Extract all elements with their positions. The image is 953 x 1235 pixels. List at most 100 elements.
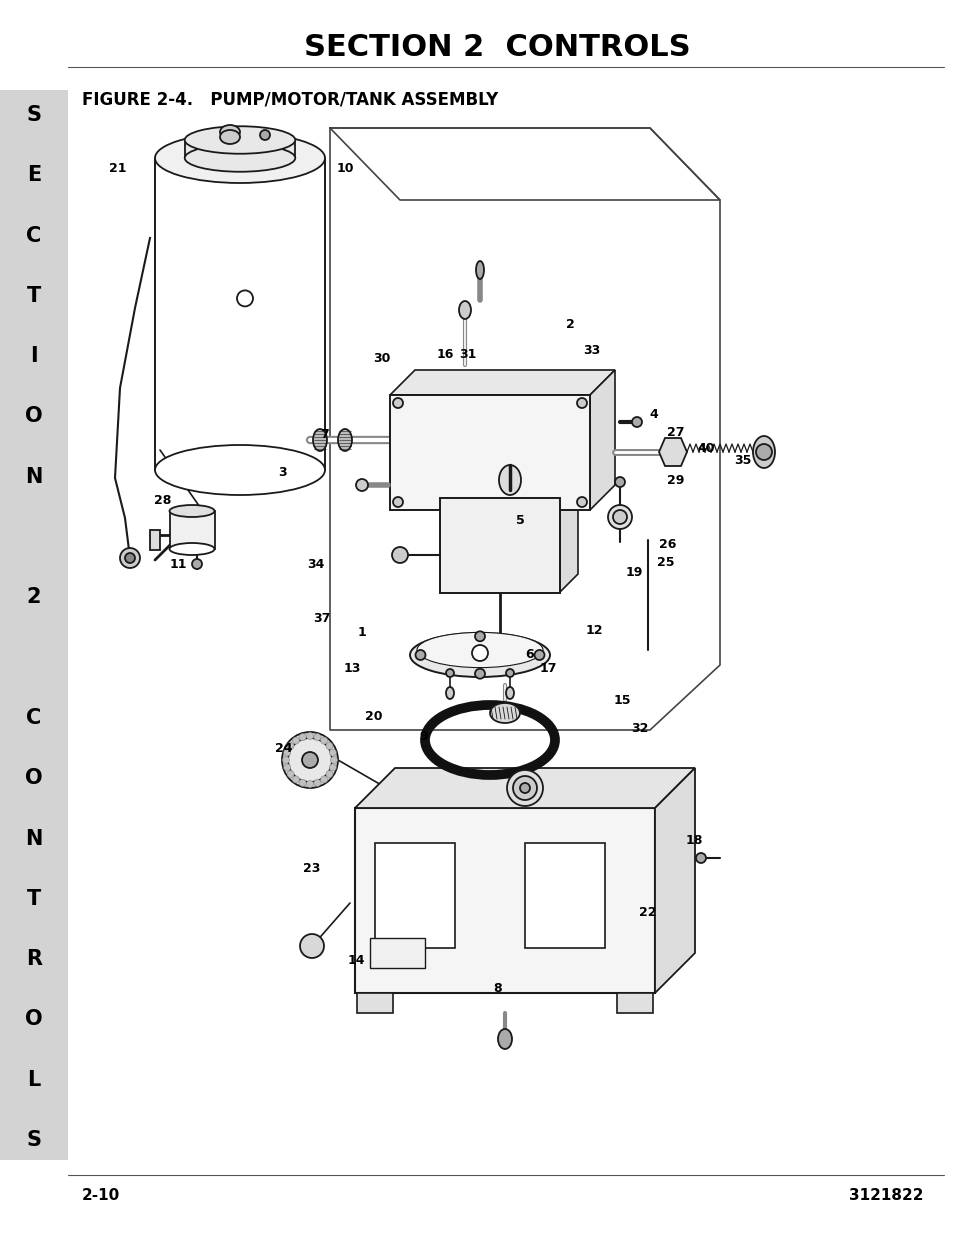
Ellipse shape: [220, 130, 240, 144]
Ellipse shape: [498, 466, 520, 495]
Circle shape: [320, 776, 327, 783]
Ellipse shape: [220, 125, 240, 140]
Circle shape: [287, 742, 294, 750]
Text: 30: 30: [373, 352, 391, 364]
Circle shape: [120, 548, 140, 568]
Circle shape: [329, 764, 336, 771]
Text: 13: 13: [343, 662, 360, 674]
Circle shape: [236, 290, 253, 306]
Text: 34: 34: [307, 558, 324, 572]
Text: R: R: [26, 950, 42, 969]
Text: O: O: [25, 406, 43, 426]
Ellipse shape: [497, 1029, 512, 1049]
Text: T: T: [27, 889, 41, 909]
Circle shape: [505, 669, 514, 677]
Circle shape: [292, 737, 299, 743]
Text: 10: 10: [335, 162, 354, 174]
Circle shape: [343, 436, 351, 445]
Circle shape: [696, 853, 705, 863]
Bar: [170, 511, 214, 550]
Text: 22: 22: [639, 905, 656, 919]
Ellipse shape: [446, 687, 454, 699]
Circle shape: [355, 479, 368, 492]
Circle shape: [282, 757, 289, 763]
Circle shape: [613, 510, 626, 524]
Text: 7: 7: [320, 429, 329, 441]
Text: 2-10: 2-10: [82, 1188, 120, 1203]
Ellipse shape: [185, 126, 294, 153]
Circle shape: [282, 732, 337, 788]
Ellipse shape: [313, 429, 327, 451]
Ellipse shape: [490, 703, 519, 722]
Text: 33: 33: [583, 343, 600, 357]
Circle shape: [393, 398, 402, 408]
Circle shape: [283, 764, 291, 771]
Circle shape: [306, 732, 314, 740]
Text: I: I: [30, 346, 38, 366]
Text: 27: 27: [666, 426, 684, 438]
Circle shape: [513, 776, 537, 800]
Ellipse shape: [185, 144, 294, 172]
Circle shape: [615, 477, 624, 487]
Text: 2: 2: [27, 588, 41, 608]
Circle shape: [329, 750, 336, 756]
Text: 2: 2: [565, 319, 574, 331]
Circle shape: [326, 771, 333, 778]
Text: 21: 21: [110, 162, 127, 174]
Ellipse shape: [476, 261, 483, 279]
Circle shape: [320, 737, 327, 743]
Bar: [356, 993, 393, 1013]
Ellipse shape: [170, 505, 214, 517]
Text: 23: 23: [303, 862, 320, 874]
Text: SECTION 2  CONTROLS: SECTION 2 CONTROLS: [303, 33, 690, 63]
Text: 35: 35: [734, 453, 751, 467]
Circle shape: [472, 645, 488, 661]
Circle shape: [326, 742, 333, 750]
Text: O: O: [25, 1009, 43, 1030]
Circle shape: [192, 559, 202, 569]
Text: 18: 18: [684, 834, 702, 846]
Text: 28: 28: [154, 494, 172, 506]
Text: 26: 26: [659, 538, 676, 552]
Text: 4: 4: [649, 409, 658, 421]
Circle shape: [299, 734, 306, 741]
Circle shape: [534, 650, 544, 659]
Circle shape: [302, 752, 317, 768]
Text: L: L: [28, 1070, 41, 1089]
Circle shape: [631, 417, 641, 427]
Bar: [439, 498, 559, 593]
Circle shape: [519, 783, 530, 793]
Text: 3: 3: [278, 466, 287, 478]
Circle shape: [292, 776, 299, 783]
Text: 25: 25: [657, 556, 674, 568]
Ellipse shape: [416, 632, 542, 668]
Bar: [617, 993, 652, 1013]
Polygon shape: [439, 480, 578, 498]
Text: N: N: [26, 467, 43, 487]
Bar: [370, 939, 424, 968]
Bar: [185, 140, 294, 158]
Bar: [375, 844, 455, 948]
Circle shape: [475, 668, 484, 679]
Text: S: S: [27, 105, 42, 125]
Circle shape: [506, 769, 542, 806]
Bar: [355, 808, 655, 993]
Circle shape: [755, 445, 771, 459]
Circle shape: [577, 398, 586, 408]
Text: FIGURE 2-4.   PUMP/MOTOR/TANK ASSEMBLY: FIGURE 2-4. PUMP/MOTOR/TANK ASSEMBLY: [82, 91, 497, 109]
Text: 9: 9: [419, 730, 428, 742]
Circle shape: [314, 734, 320, 741]
Text: 17: 17: [538, 662, 557, 674]
Text: E: E: [27, 165, 41, 185]
Ellipse shape: [170, 543, 214, 555]
Text: 16: 16: [436, 348, 454, 362]
Polygon shape: [589, 370, 615, 510]
Circle shape: [299, 779, 306, 787]
Bar: [390, 395, 589, 510]
Text: 6: 6: [525, 648, 534, 662]
Text: 14: 14: [347, 953, 364, 967]
Circle shape: [125, 553, 135, 563]
Bar: [524, 844, 604, 948]
Ellipse shape: [154, 133, 325, 183]
Text: 15: 15: [613, 694, 630, 706]
